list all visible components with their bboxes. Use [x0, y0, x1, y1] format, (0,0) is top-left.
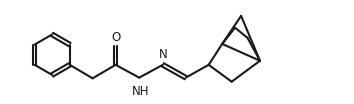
Text: NH: NH: [132, 85, 149, 98]
Text: O: O: [111, 31, 120, 44]
Text: N: N: [159, 48, 168, 61]
